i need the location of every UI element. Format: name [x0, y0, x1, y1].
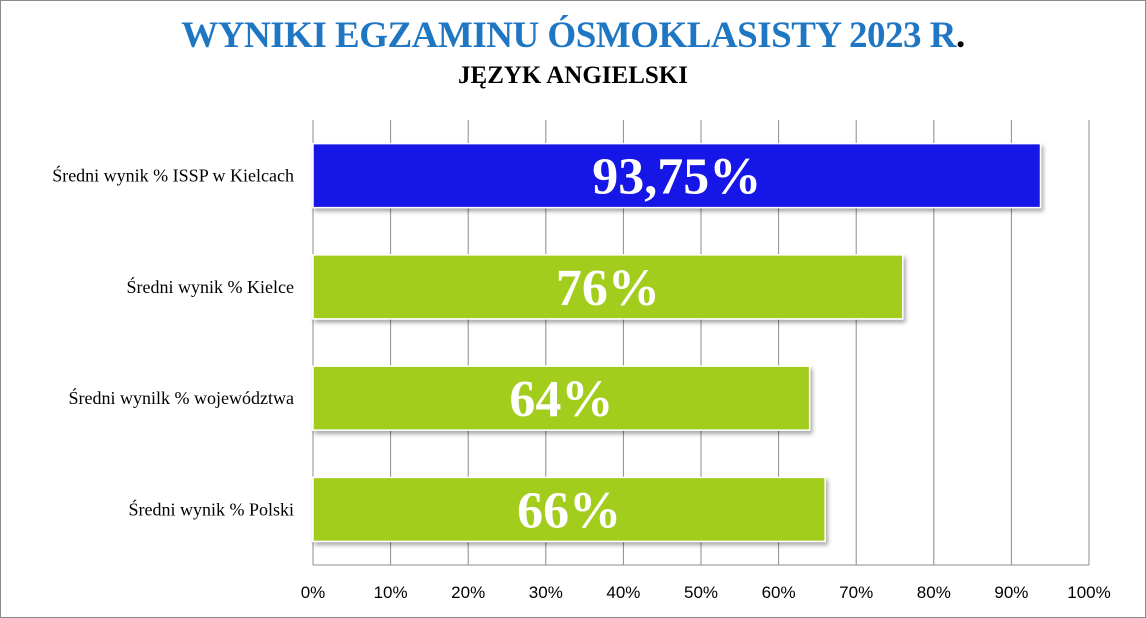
x-tick-label: 90% — [994, 583, 1028, 602]
x-tick-label: 80% — [917, 583, 951, 602]
bar — [312, 365, 811, 431]
x-tick-label: 30% — [529, 583, 563, 602]
bar — [312, 476, 826, 543]
x-tick-label: 40% — [606, 583, 640, 602]
bar-data-label: 76% — [556, 260, 660, 317]
category-labels: Średni wynik % ISSP w Kielcach Średni wyn… — [52, 165, 294, 520]
x-tick-label: 50% — [684, 583, 718, 602]
x-axis-tick-labels: 0% 10% 20% 30% 40% 50% 60% 70% 80% 90% 100% — [301, 583, 1111, 602]
category-label: Średni wynik % Polski — [128, 498, 294, 519]
category-label: Średni wynik % ISSP w Kielcach — [52, 165, 294, 186]
x-tick-label: 10% — [374, 583, 408, 602]
bar — [312, 254, 904, 320]
chart-subtitle: JĘZYK ANGIELSKI — [458, 62, 688, 89]
x-tick-label: 100% — [1067, 583, 1110, 602]
bar-data-label: 93,75% — [592, 149, 761, 206]
x-tick-label: 70% — [839, 583, 873, 602]
chart-title: WYNIKI EGZAMINU ÓSMOKLASISTY 2023 R. — [0, 14, 1146, 57]
category-label: Średni wynik % Kielce — [127, 276, 294, 297]
bars: 93,75% 76% 64% 66% — [312, 142, 1042, 543]
x-tick-label: 60% — [762, 583, 796, 602]
category-label: Średni wynilk % województwa — [69, 387, 294, 408]
x-tick-label: 0% — [301, 583, 326, 602]
bar — [312, 142, 1042, 209]
chart-title-suffix: . — [955, 15, 965, 56]
bar-data-label: 64% — [509, 371, 613, 428]
bar-data-label: 66% — [517, 482, 621, 539]
x-tick-label: 20% — [451, 583, 485, 602]
chart-title-text: WYNIKI EGZAMINU ÓSMOKLASISTY 2023 R — [181, 15, 956, 56]
